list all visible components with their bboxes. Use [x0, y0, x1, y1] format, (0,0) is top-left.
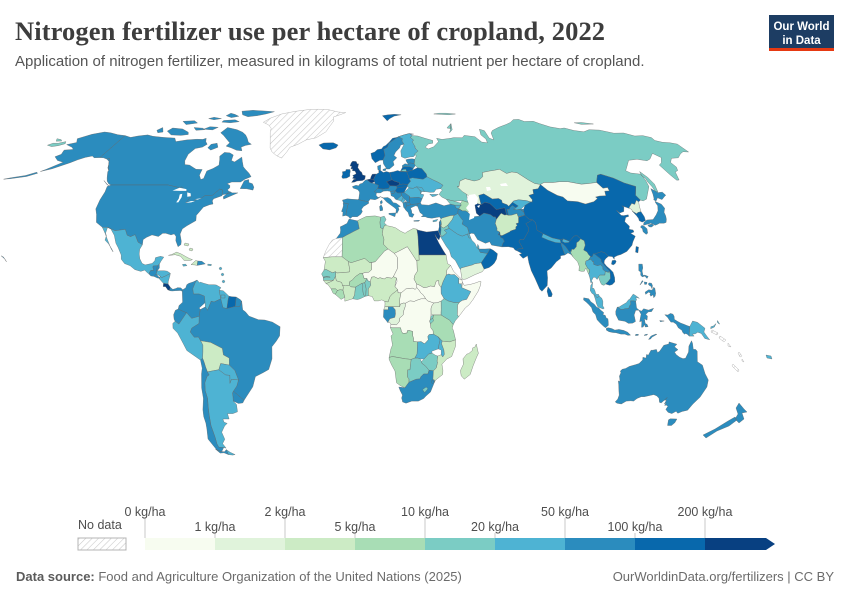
svg-text:10 kg/ha: 10 kg/ha [401, 505, 449, 519]
svg-text:0 kg/ha: 0 kg/ha [124, 505, 165, 519]
svg-text:5 kg/ha: 5 kg/ha [334, 520, 375, 534]
svg-text:No data: No data [78, 518, 122, 532]
svg-text:100 kg/ha: 100 kg/ha [608, 520, 663, 534]
svg-text:20 kg/ha: 20 kg/ha [471, 520, 519, 534]
svg-text:200 kg/ha: 200 kg/ha [678, 505, 733, 519]
svg-text:1 kg/ha: 1 kg/ha [194, 520, 235, 534]
svg-text:50 kg/ha: 50 kg/ha [541, 505, 589, 519]
svg-text:2 kg/ha: 2 kg/ha [264, 505, 305, 519]
